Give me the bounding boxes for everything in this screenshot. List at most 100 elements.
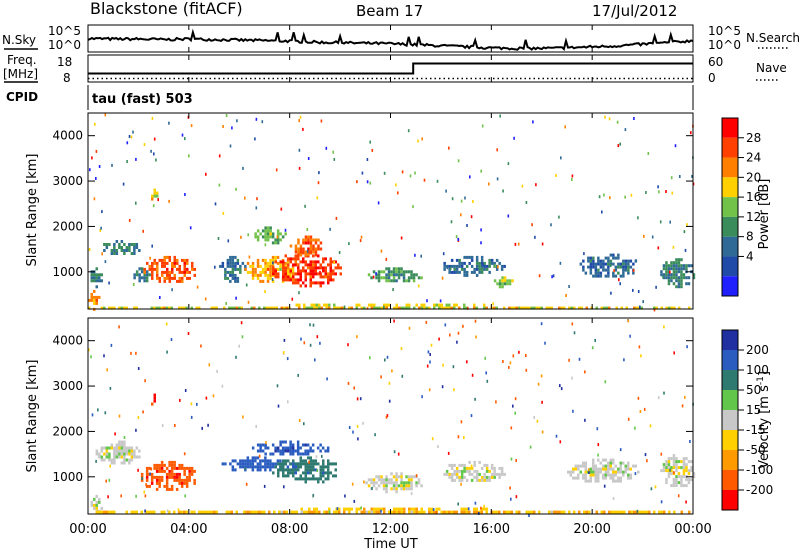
heatmap-cell [312, 468, 315, 472]
heatmap-cell [312, 269, 315, 273]
heatmap-cell [673, 510, 676, 514]
heatmap-cell [128, 446, 131, 450]
heatmap-cell [100, 455, 104, 459]
heatmap-cell [692, 475, 696, 479]
heatmap-cell [309, 477, 312, 481]
heatmap-cell [239, 462, 242, 466]
heatmap-cell [377, 201, 380, 205]
heatmap-cell [324, 266, 327, 270]
heatmap-cell [574, 476, 577, 480]
heatmap-cell [584, 370, 586, 374]
heatmap-cell [377, 279, 381, 283]
heatmap-cell [617, 479, 620, 483]
heatmap-cell [221, 384, 224, 388]
heatmap-cell [525, 368, 528, 372]
heatmap-cell [191, 261, 194, 265]
heatmap-cell [463, 463, 466, 467]
heatmap-cell [362, 421, 364, 425]
heatmap-cell [594, 473, 597, 477]
heatmap-cell [93, 279, 96, 283]
heatmap-cell [690, 460, 693, 464]
heatmap-cell [118, 449, 121, 453]
heatmap-cell [466, 224, 468, 227]
heatmap-cell [689, 440, 691, 443]
heatmap-cell [481, 124, 484, 128]
heatmap-cell [299, 456, 302, 460]
heatmap-cell [140, 270, 144, 274]
heatmap-cell [198, 306, 201, 310]
heatmap-cell [314, 238, 318, 242]
heatmap-cell [279, 260, 282, 264]
heatmap-cell [329, 471, 332, 475]
heatmap-cell [475, 255, 479, 259]
heatmap-cell [506, 279, 509, 283]
heatmap-cell [503, 510, 506, 514]
heatmap-cell [328, 507, 331, 511]
heatmap-cell [597, 479, 600, 483]
heatmap-cell [307, 253, 310, 257]
heatmap-cell [168, 270, 171, 274]
heatmap-cell [294, 247, 298, 251]
heatmap-cell [634, 472, 637, 476]
heatmap-cell [435, 507, 438, 511]
heatmap-cell [158, 484, 161, 488]
colorbar-tick-label: 100 [746, 363, 769, 377]
heatmap-cell [294, 465, 297, 469]
heatmap-cell [679, 175, 681, 178]
heatmap-cell [317, 181, 320, 185]
heatmap-cell [90, 273, 93, 277]
heatmap-cell [168, 463, 171, 467]
heatmap-cell [158, 481, 161, 485]
heatmap-cell [390, 270, 393, 274]
heatmap-cell [501, 285, 504, 289]
heatmap-cell [183, 510, 186, 514]
heatmap-cell [375, 481, 378, 485]
heatmap-cell [675, 279, 678, 283]
heatmap-cell [261, 459, 265, 463]
colorbar-swatch [722, 118, 738, 138]
heatmap-cell [115, 443, 119, 447]
heatmap-cell [443, 264, 446, 268]
heatmap-cell [178, 306, 181, 310]
heatmap-cell [480, 466, 484, 470]
heatmap-cell [133, 273, 136, 277]
heatmap-cell [231, 468, 235, 472]
heatmap-cell [271, 279, 275, 283]
heatmap-cell [473, 306, 476, 310]
heatmap-cell [294, 278, 297, 282]
heatmap-cell [665, 463, 668, 467]
heatmap-cell [387, 270, 391, 274]
heatmap-cell [638, 510, 641, 514]
heatmap-cell [450, 475, 454, 479]
heatmap-cell [309, 459, 312, 463]
heatmap-cell [483, 507, 486, 511]
heatmap-cell [470, 215, 473, 219]
heatmap-cell [380, 481, 383, 485]
heatmap-cell [312, 459, 315, 463]
heatmap-cell [95, 494, 98, 498]
heatmap-cell [163, 261, 166, 265]
heatmap-cell [255, 206, 258, 210]
heatmap-cell [186, 276, 189, 280]
heatmap-cell [672, 460, 676, 464]
heatmap-cell [299, 452, 302, 456]
heatmap-cell [163, 276, 166, 280]
heatmap-cell [372, 270, 376, 274]
heatmap-cell [392, 481, 396, 485]
heatmap-cell [272, 272, 275, 276]
heatmap-cell [458, 264, 461, 268]
heatmap-cell [577, 467, 580, 471]
heatmap-cell [98, 455, 101, 459]
heatmap-cell [655, 306, 658, 310]
heatmap-cell [450, 270, 454, 274]
heatmap-cell [327, 275, 330, 279]
heatmap-cell [667, 460, 671, 464]
heatmap-cell [624, 268, 628, 272]
heatmap-cell [630, 193, 633, 197]
heatmap-cell [673, 351, 675, 355]
heatmap-cell [115, 455, 119, 459]
heatmap-cell [289, 257, 292, 261]
heatmap-cell [500, 469, 504, 473]
heatmap-cell [405, 279, 408, 283]
